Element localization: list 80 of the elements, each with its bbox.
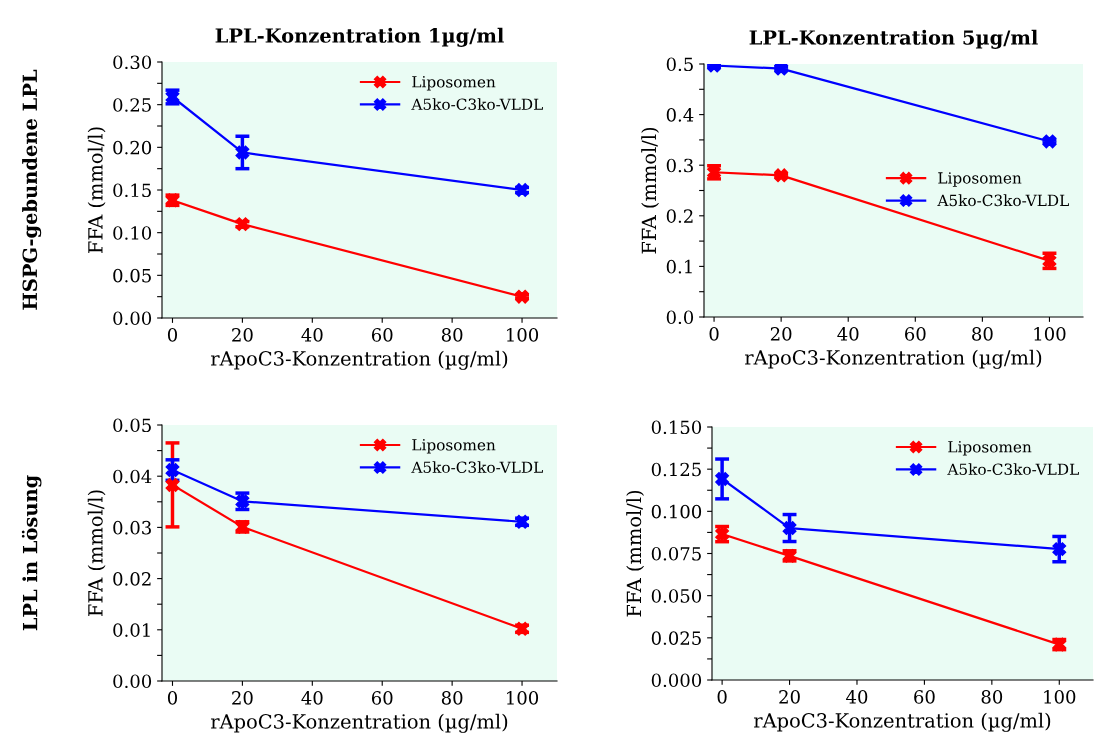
y-tick-label: 0.2 xyxy=(666,209,693,223)
y-tick-label: 0.05 xyxy=(113,418,151,433)
point xyxy=(515,289,529,304)
x-axis-title: rApoC3-Konzentration (µg/ml) xyxy=(753,712,1051,732)
x-tick-label: 80 xyxy=(441,328,463,342)
x-tick-label: 0 xyxy=(167,691,178,705)
y-tick-label: 0.05 xyxy=(113,268,151,283)
y-tick-label: 0.01 xyxy=(113,623,150,637)
legend-label: A5ko-C3ko-VLDL xyxy=(411,98,543,110)
x-tick-label: 20 xyxy=(779,690,800,704)
x-tick-label: 60 xyxy=(914,690,935,704)
x-tick-label: 20 xyxy=(232,328,253,342)
y-tick-label: 0.125 xyxy=(651,462,701,477)
y-tick-label: 0.025 xyxy=(651,631,701,645)
y-tick-label: 0.150 xyxy=(651,420,702,435)
x-tick-label: 40 xyxy=(837,327,859,341)
y-tick-label: 0.25 xyxy=(113,98,151,112)
y-tick-label: 0.000 xyxy=(651,673,702,688)
x-tick-label: 80 xyxy=(441,691,463,705)
point xyxy=(235,145,250,160)
y-tick-label: 0.00 xyxy=(113,311,152,326)
text: HSPG-gebundene LPL xyxy=(22,69,42,310)
x-tick-label: 40 xyxy=(301,328,323,342)
y-tick-label: 0.050 xyxy=(651,589,702,603)
point xyxy=(165,463,180,478)
point xyxy=(1052,542,1067,557)
x-tick-label: 100 xyxy=(507,328,539,342)
y-tick-label: 0.03 xyxy=(113,520,151,535)
x-tick-label: 60 xyxy=(371,328,393,342)
y-tick-label: 0.100 xyxy=(651,504,702,519)
chart-title: LPL-Konzentration 5µg/ml xyxy=(749,29,1038,49)
legend-label: A5ko-C3ko-VLDL xyxy=(947,463,1079,475)
x-tick-label: 20 xyxy=(770,327,792,341)
point xyxy=(1042,134,1057,149)
x-tick-label: 80 xyxy=(981,690,1003,704)
y-axis-title: FFA (mmol/l) xyxy=(626,490,645,617)
x-tick-label: 40 xyxy=(846,690,868,704)
x-tick-label: 0 xyxy=(167,328,178,342)
chart-title: LPL-Konzentration 1µg/ml xyxy=(215,27,504,47)
y-tick-label: 0.02 xyxy=(113,572,151,586)
point xyxy=(715,472,730,486)
y-tick-label: 0.20 xyxy=(113,140,152,155)
x-tick-label: 60 xyxy=(371,691,393,705)
x-tick-label: 100 xyxy=(1044,690,1076,704)
y-tick-label: 0.075 xyxy=(651,546,701,561)
x-axis-title: rApoC3-Konzentration (µg/ml) xyxy=(210,713,508,733)
point xyxy=(782,521,797,535)
y-tick-label: 0.1 xyxy=(666,259,692,274)
y-tick-label: 0.15 xyxy=(113,183,151,198)
point xyxy=(774,64,789,76)
x-axis-title: rApoC3-Konzentration (µg/ml) xyxy=(210,350,508,370)
point xyxy=(774,168,789,183)
y-tick-label: 0.5 xyxy=(666,57,693,72)
x-tick-label: 0 xyxy=(717,690,727,704)
y-tick-label: 0.10 xyxy=(113,226,152,240)
y-tick-label: 0.00 xyxy=(113,674,152,689)
x-tick-label: 100 xyxy=(1034,327,1066,341)
legend-label: A5ko-C3ko-VLDL xyxy=(411,461,543,473)
y-tick-label: 0.30 xyxy=(113,55,152,70)
y-tick-label: 0.04 xyxy=(113,469,152,484)
x-tick-label: 40 xyxy=(301,691,323,705)
x-tick-label: 20 xyxy=(232,691,253,705)
x-tick-label: 60 xyxy=(905,327,926,341)
legend-label: Liposomen xyxy=(948,441,1032,456)
y-axis-title: FFA (mmol/l) xyxy=(87,490,106,617)
legend-label: Liposomen xyxy=(412,76,496,91)
text: LPL in Lösung xyxy=(21,475,42,631)
x-tick-label: 80 xyxy=(972,327,993,341)
x-axis-title: rApoC3-Konzentration (µg/ml) xyxy=(744,349,1042,369)
x-tick-label: 100 xyxy=(507,691,539,705)
y-tick-label: 0.3 xyxy=(666,158,693,173)
x-tick-label: 0 xyxy=(709,327,719,341)
y-tick-label: 0.0 xyxy=(666,310,694,325)
legend-label: A5ko-C3ko-VLDL xyxy=(937,194,1069,207)
point xyxy=(165,477,180,492)
legend-label: Liposomen xyxy=(412,439,496,454)
y-axis-title: FFA (mmol/l) xyxy=(641,127,659,254)
y-axis-title: FFA (mmol/l) xyxy=(87,127,106,254)
legend-label: Liposomen xyxy=(938,172,1022,187)
y-tick-label: 0.4 xyxy=(666,108,694,122)
